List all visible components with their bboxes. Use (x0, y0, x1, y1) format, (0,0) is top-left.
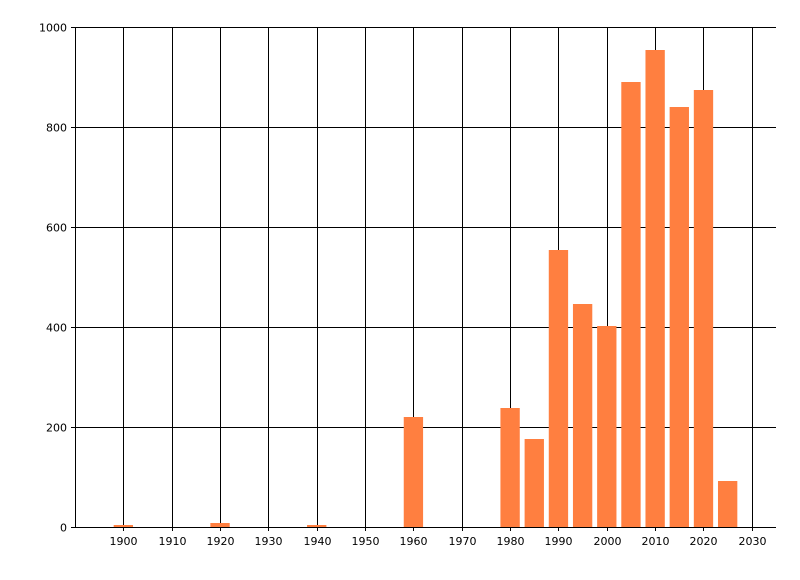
y-tick-label: 1000 (39, 22, 67, 35)
x-tick-label: 2020 (690, 535, 718, 548)
x-tick-label: 2030 (739, 535, 767, 548)
x-tick-label: 1980 (497, 535, 525, 548)
bar-1995 (572, 304, 593, 527)
x-tick-label: 1900 (110, 535, 138, 548)
x-tick-label: 1970 (449, 535, 477, 548)
bar-2015 (669, 107, 689, 527)
x-tick-label: 2000 (594, 535, 622, 548)
bar-1985 (524, 439, 544, 527)
bar-2010 (645, 50, 665, 527)
x-tick-label: 1990 (545, 535, 573, 548)
bar-1960 (403, 417, 424, 527)
bar-2025 (717, 481, 738, 527)
x-tick-label: 1950 (352, 535, 380, 548)
x-tick-label: 1920 (207, 535, 235, 548)
bar-1920 (210, 523, 230, 527)
y-tick-label: 600 (46, 222, 67, 235)
x-tick-label: 1910 (159, 535, 187, 548)
bar-1980 (500, 408, 520, 527)
bar-1990 (548, 250, 569, 527)
x-tick-label: 1940 (304, 535, 332, 548)
bar-2020 (693, 90, 714, 527)
x-tick-label: 1930 (255, 535, 283, 548)
bar-1900 (113, 525, 134, 527)
bar-2000 (597, 326, 617, 527)
y-tick-label: 0 (60, 522, 67, 535)
x-tick-label: 1960 (400, 535, 428, 548)
y-tick-label: 800 (46, 122, 67, 135)
x-tick-label: 2010 (642, 535, 670, 548)
bar-2005 (621, 82, 641, 527)
y-tick-label: 400 (46, 322, 67, 335)
y-tick-label: 200 (46, 422, 67, 435)
bar-1940 (307, 525, 327, 527)
